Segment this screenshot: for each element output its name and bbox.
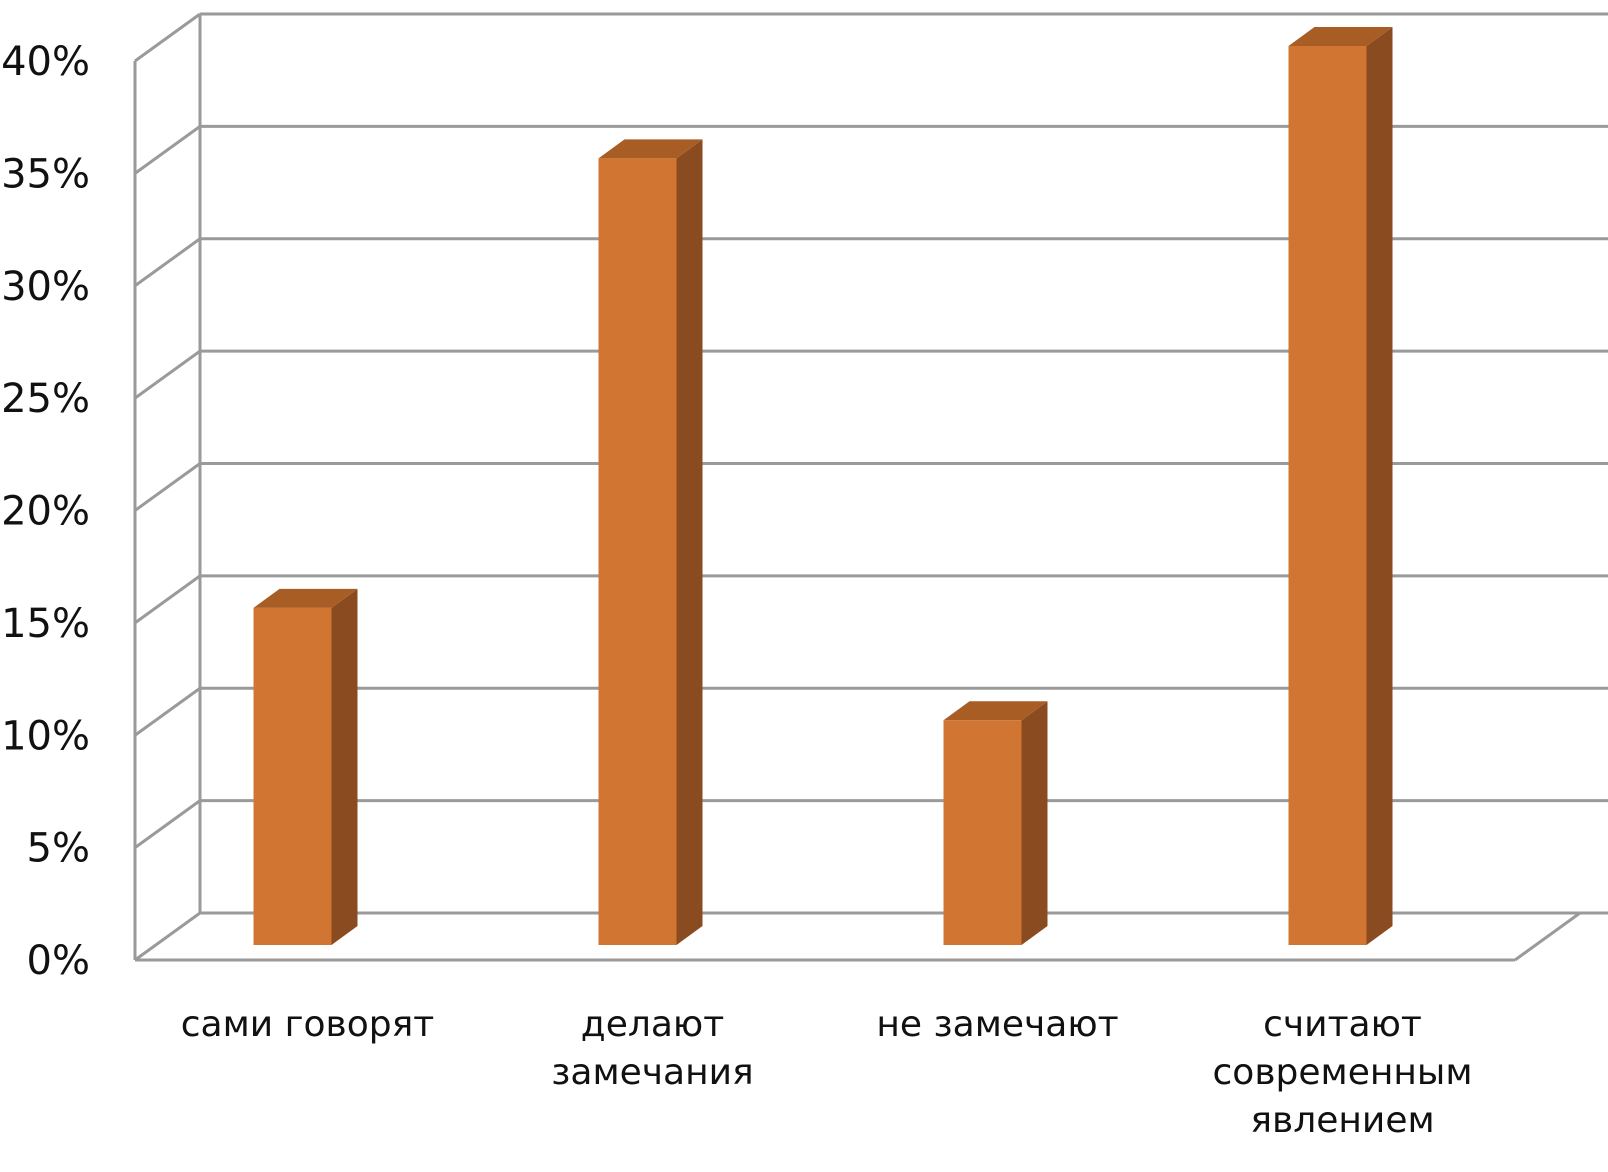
y-tick-label: 10%: [1, 713, 90, 759]
x-category-labels: сами говорят делают замечания не замечают сч…: [181, 1004, 1473, 1141]
bar-top: [1288, 27, 1393, 46]
bar-side: [676, 139, 703, 945]
floor-right-edge: [1514, 911, 1581, 962]
bar-front: [598, 158, 677, 945]
y-tick-label: 25%: [1, 376, 90, 422]
bar-side: [1021, 701, 1048, 945]
bars-layer: [253, 27, 1393, 945]
x-category-label: делают замечания: [551, 1004, 753, 1093]
bar-front: [253, 607, 332, 945]
x-category-label-line: делают: [581, 1004, 724, 1045]
bar-front: [943, 720, 1022, 945]
gridline-side: [134, 911, 201, 962]
gridline-side: [134, 125, 201, 175]
y-tick-labels: 0% 5% 10% 15% 20% 25% 30% 35% 40%: [1, 39, 90, 984]
x-category-label: не замечают: [876, 1004, 1118, 1045]
y-tick-label: 30%: [1, 264, 90, 310]
x-category-label-line: замечания: [551, 1052, 753, 1093]
bar: [1288, 27, 1393, 945]
y-tick-label: 0%: [27, 938, 90, 984]
bar-front: [1288, 46, 1367, 945]
x-category-label-line: не замечают: [876, 1004, 1118, 1045]
bar: [253, 588, 358, 945]
bar-top: [598, 139, 703, 159]
x-category-label: сами говорят: [181, 1004, 435, 1045]
gridline-side: [134, 799, 201, 849]
bar: [598, 139, 703, 945]
gridline-side: [134, 574, 201, 625]
bar: [943, 701, 1048, 945]
y-tick-label: 15%: [1, 601, 90, 647]
bar-top: [253, 588, 358, 608]
x-category-label-line: сами говорят: [181, 1004, 435, 1045]
y-tick-label: 40%: [1, 39, 90, 85]
bar-top: [943, 701, 1048, 721]
y-tick-label: 20%: [1, 489, 90, 535]
gridline-side: [134, 349, 201, 400]
y-tick-label: 35%: [1, 151, 90, 197]
gridline-side: [134, 462, 201, 512]
x-category-label-line: современным: [1213, 1052, 1473, 1093]
gridline-side: [134, 687, 201, 737]
x-category-label-line: явлением: [1250, 1100, 1434, 1141]
gridline-side: [134, 237, 201, 287]
y-tick-label: 5%: [27, 826, 90, 872]
gridline-side: [134, 12, 201, 63]
x-category-label-line: считают: [1263, 1004, 1422, 1045]
x-category-label: считают современным явлением: [1213, 1004, 1473, 1141]
bar-side: [1366, 27, 1393, 945]
bar-side: [331, 588, 358, 945]
